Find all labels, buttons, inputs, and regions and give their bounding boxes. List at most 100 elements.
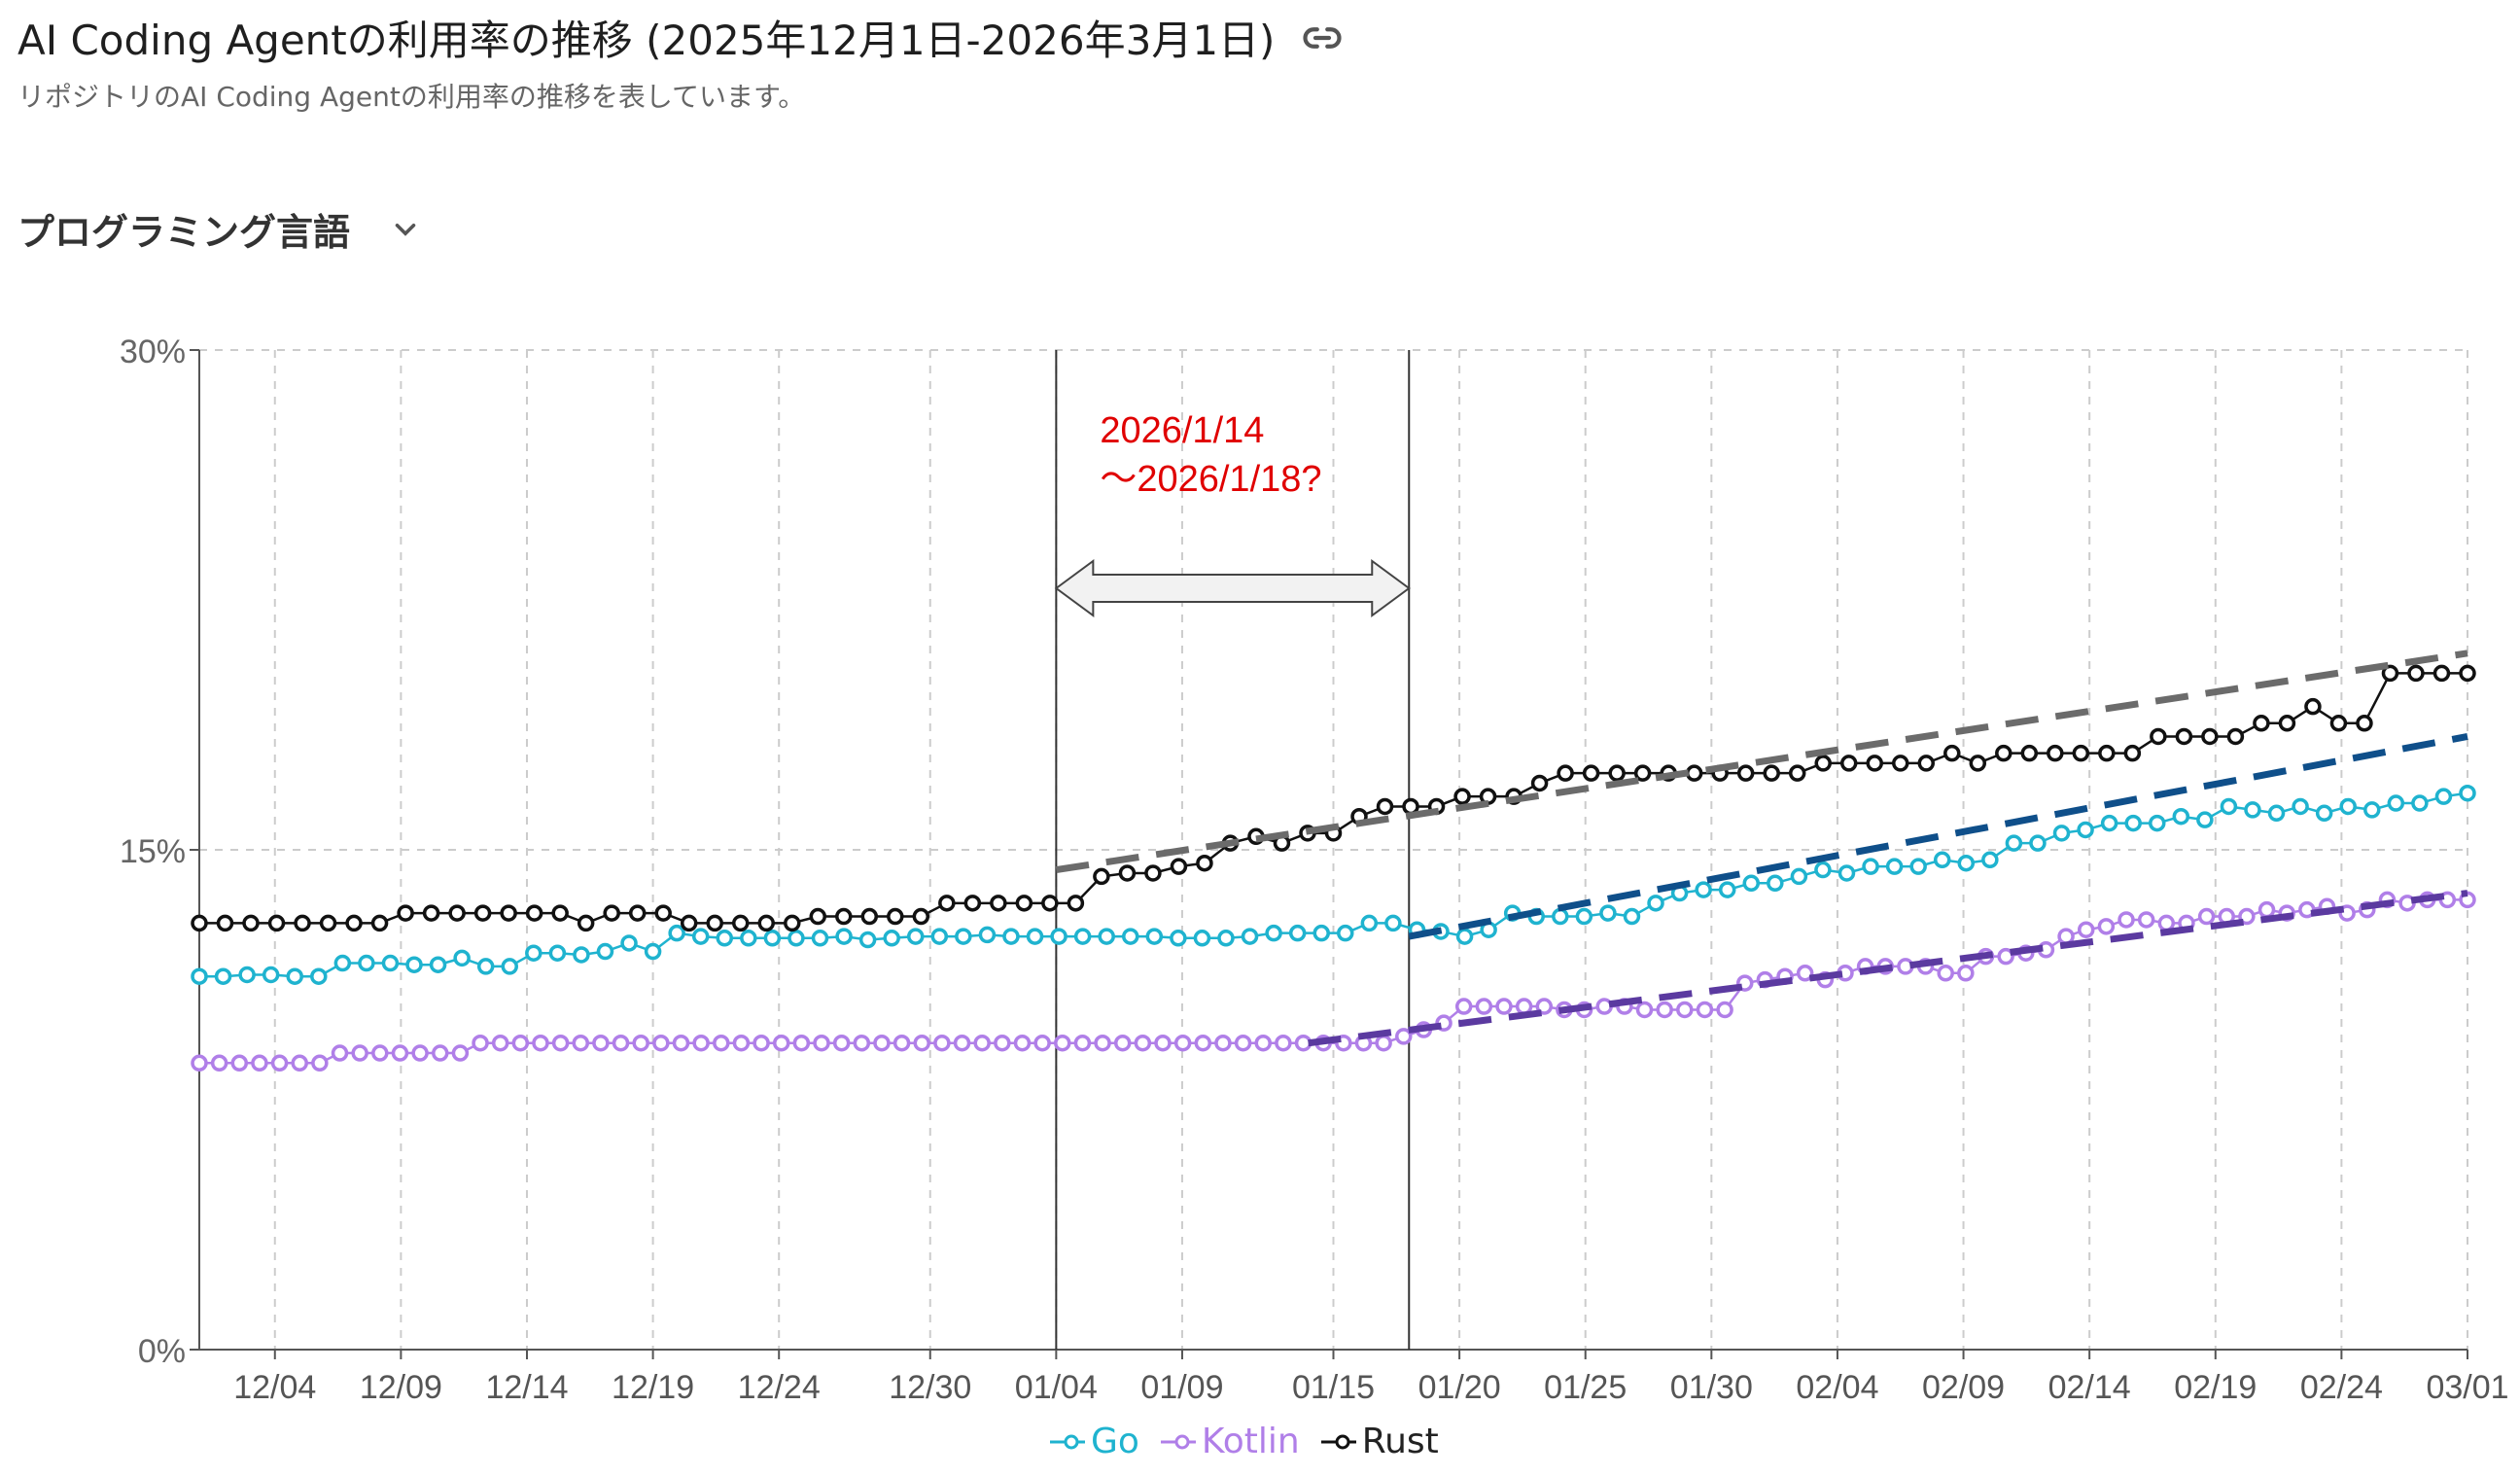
data-point	[620, 934, 638, 952]
data-point	[713, 1034, 730, 1052]
data-point	[2020, 744, 2039, 762]
data-point	[930, 928, 949, 945]
data-point	[2052, 825, 2071, 842]
data-point	[692, 1034, 710, 1052]
data-point	[1134, 1034, 1152, 1052]
trend-line-go	[1408, 733, 2468, 940]
data-point	[2047, 744, 2064, 762]
x-tick-label: 02/19	[2174, 1369, 2257, 1406]
data-point	[2258, 900, 2276, 919]
data-point	[210, 1054, 228, 1072]
data-point	[2201, 727, 2219, 746]
data-point	[551, 1034, 570, 1052]
data-point	[994, 1034, 1011, 1052]
data-point	[1838, 864, 1856, 882]
x-tick-label: 02/09	[1922, 1369, 2005, 1406]
data-point	[294, 914, 311, 932]
data-point	[1041, 895, 1059, 912]
data-point	[1337, 924, 1354, 942]
data-point	[1288, 924, 1307, 942]
data-point	[1695, 881, 1712, 898]
data-point	[740, 930, 757, 947]
data-point	[286, 967, 303, 985]
data-point	[938, 895, 956, 912]
data-point	[2387, 794, 2405, 812]
data-point	[1050, 928, 1068, 945]
link-icon[interactable]	[1302, 18, 1343, 58]
legend-item-rust[interactable]: Rust	[1320, 1422, 1439, 1461]
data-point	[1495, 998, 1513, 1015]
page-subtitle: リポジトリのAI Coding Agentの利用率の推移を表しています。	[18, 81, 806, 113]
data-point	[913, 1034, 931, 1052]
data-point	[2304, 697, 2322, 716]
data-point	[2097, 918, 2116, 935]
data-point	[1026, 928, 1044, 945]
data-point	[1094, 1034, 1111, 1052]
data-point	[429, 956, 447, 973]
data-point	[906, 928, 925, 945]
data-point	[2226, 727, 2245, 746]
data-point	[1552, 907, 1569, 926]
language-selector[interactable]: プログラミング言語	[18, 202, 422, 256]
data-point	[573, 946, 590, 964]
data-point	[1384, 914, 1402, 932]
data-point	[491, 1034, 509, 1052]
data-point	[2459, 784, 2476, 802]
data-point	[572, 1034, 590, 1052]
data-point	[1015, 895, 1033, 912]
data-point	[2315, 804, 2333, 823]
data-point	[262, 966, 280, 984]
y-tick-label: 15%	[120, 833, 186, 870]
data-point	[391, 1044, 409, 1062]
data-point	[1054, 1034, 1071, 1052]
x-tick-label: 12/09	[360, 1369, 442, 1406]
data-point	[835, 928, 853, 945]
x-tick-label: 01/04	[1015, 1369, 1098, 1406]
data-point	[1623, 907, 1641, 926]
data-point	[1275, 1034, 1292, 1052]
data-point	[358, 954, 375, 972]
data-point	[2124, 814, 2142, 832]
data-point	[1696, 1001, 1714, 1019]
data-point	[1170, 858, 1188, 875]
data-point	[191, 914, 208, 932]
data-point	[191, 967, 208, 985]
legend-item-go[interactable]: Go	[1050, 1422, 1139, 1461]
data-point	[1475, 998, 1493, 1015]
data-point	[2197, 907, 2216, 926]
data-point	[672, 1034, 690, 1052]
date-range-annotation: 2026/1/14 〜2026/1/18?	[1054, 350, 1411, 1350]
data-point	[2329, 715, 2348, 732]
data-point	[472, 1034, 489, 1052]
data-point	[1067, 895, 1085, 912]
data-point	[752, 1034, 770, 1052]
data-point	[1716, 1001, 1733, 1019]
data-point	[1862, 858, 1879, 875]
x-tick-label: 01/15	[1292, 1369, 1375, 1406]
data-point	[2029, 834, 2047, 852]
data-point	[405, 956, 423, 973]
data-point	[397, 904, 414, 922]
x-tick-label: 03/01	[2426, 1369, 2508, 1406]
data-point	[892, 1034, 911, 1052]
data-point	[214, 967, 232, 985]
data-point	[532, 1034, 549, 1052]
data-point	[1033, 1034, 1051, 1052]
data-point	[371, 1044, 389, 1062]
data-point	[2432, 664, 2451, 683]
x-tick-label: 12/24	[738, 1369, 821, 1406]
data-point	[1360, 914, 1379, 932]
data-point	[2118, 911, 2135, 929]
legend-item-kotlin[interactable]: Kotlin	[1160, 1422, 1300, 1461]
data-point	[1575, 907, 1593, 926]
data-point	[813, 1034, 830, 1052]
data-point	[2072, 744, 2090, 762]
data-point	[1814, 755, 1832, 772]
data-point	[1796, 965, 1814, 982]
data-point	[1997, 947, 2014, 966]
data-point	[1957, 854, 1976, 872]
data-point	[501, 958, 519, 975]
data-point	[953, 1034, 971, 1052]
data-point	[832, 1034, 851, 1052]
